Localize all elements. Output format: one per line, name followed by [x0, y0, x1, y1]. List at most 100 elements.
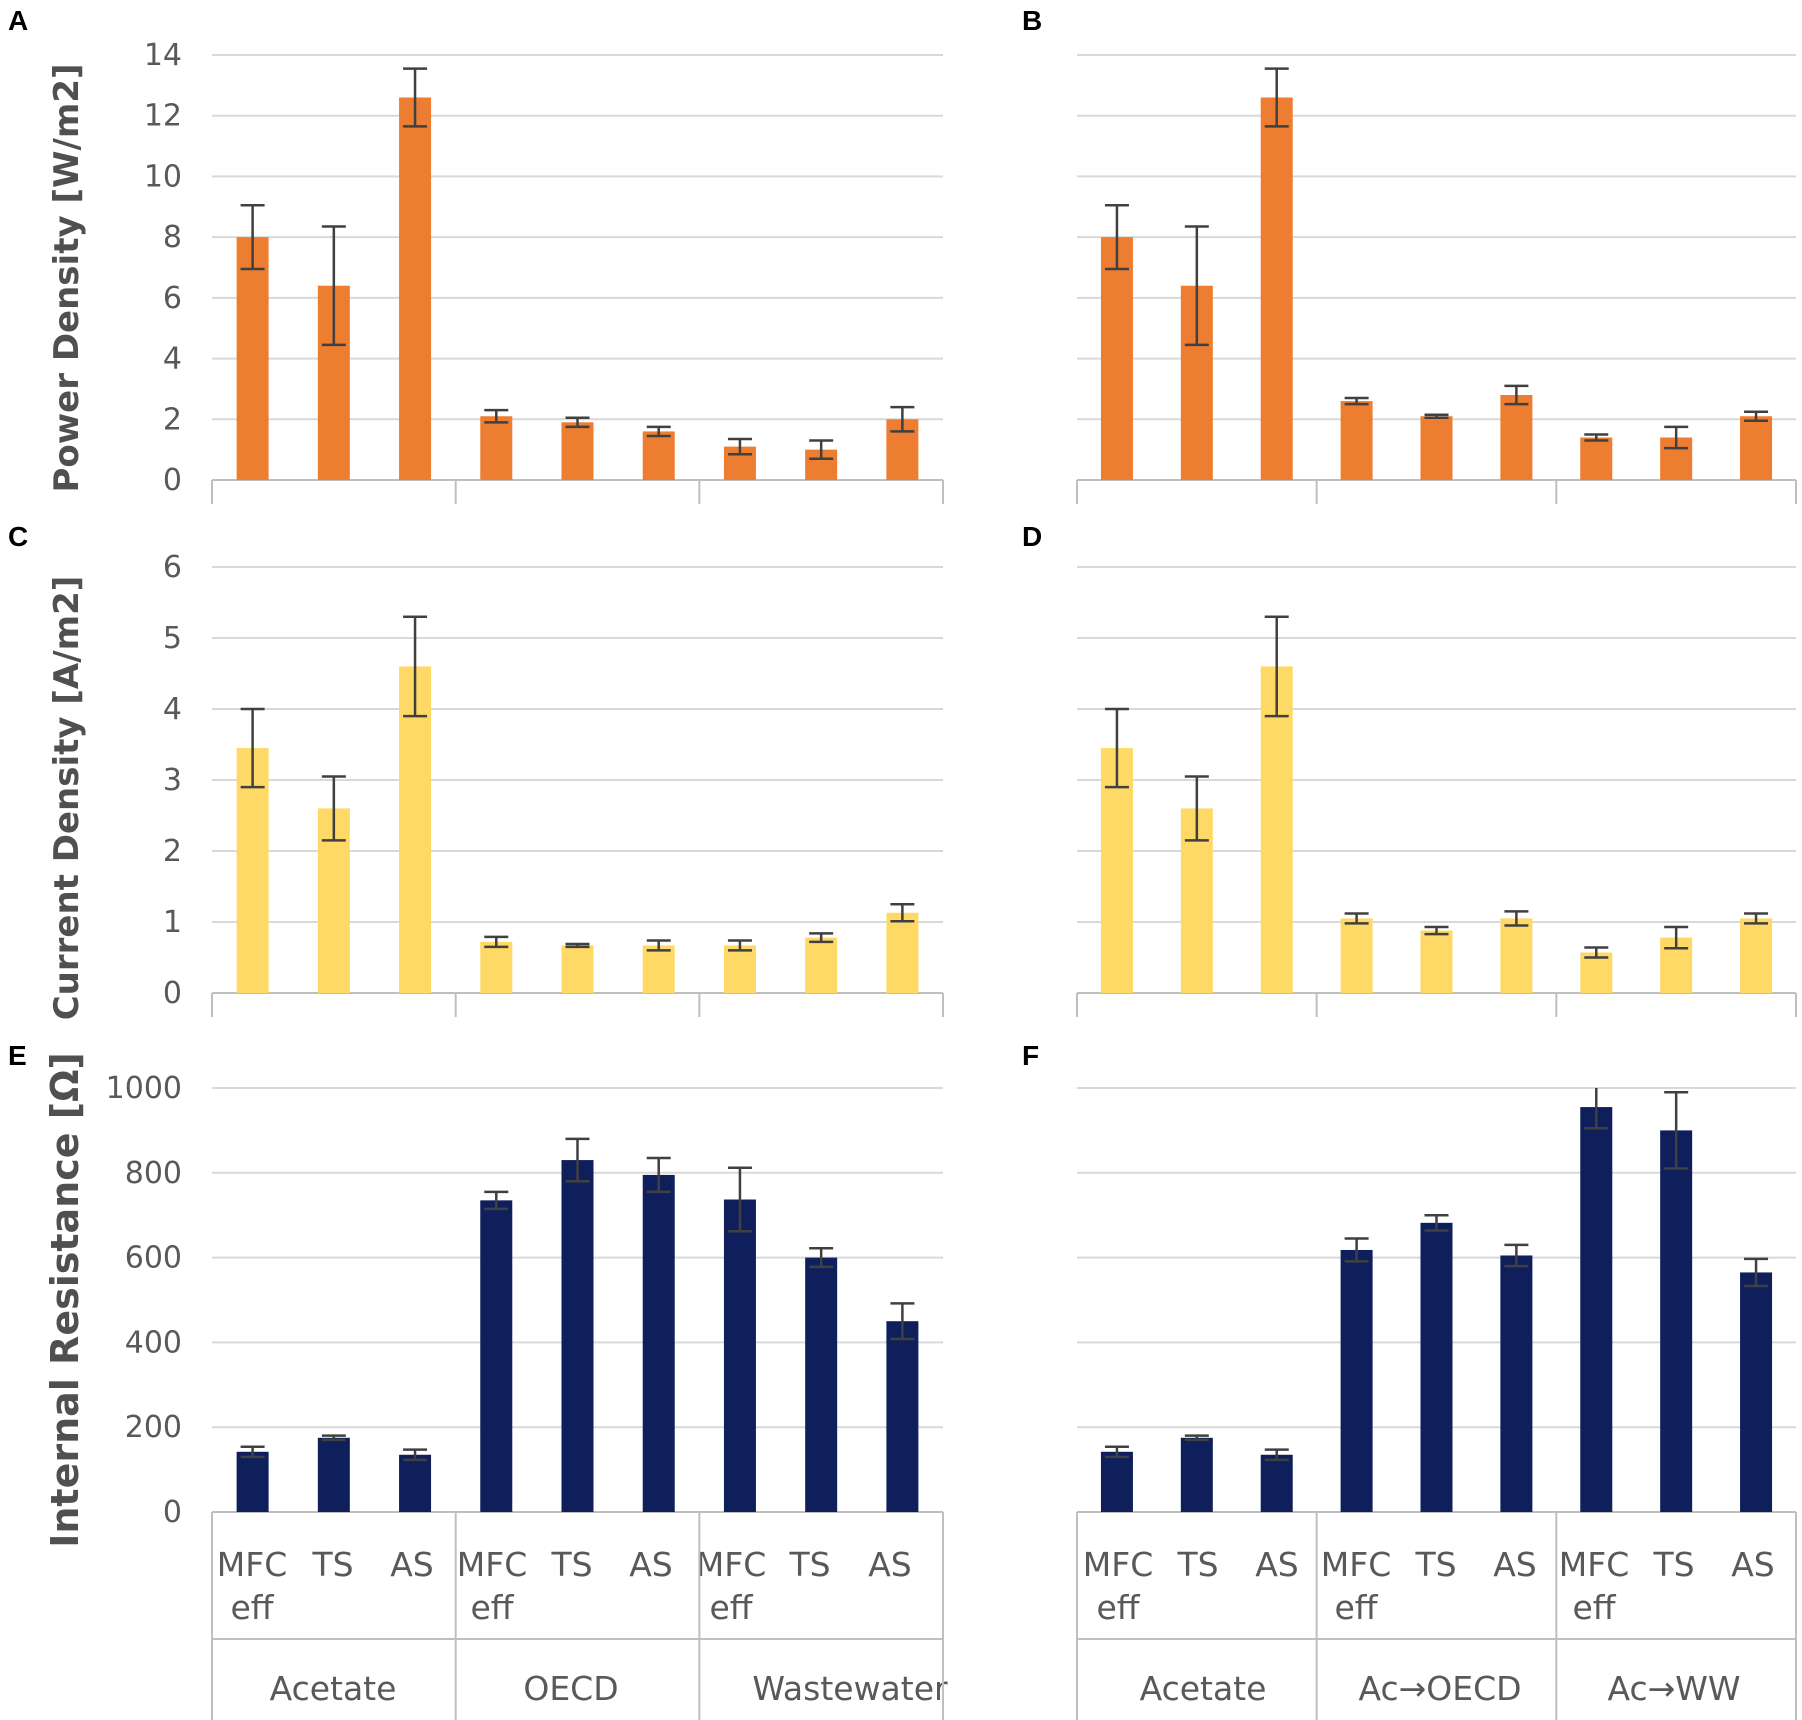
- y-axis-label-power: Power Density [W/m2]: [47, 63, 87, 492]
- bar: [1580, 1107, 1613, 1512]
- error-bar: [403, 1448, 428, 1462]
- y-tick-label: 2: [163, 834, 182, 869]
- panel-letter-e: E: [8, 1040, 27, 1071]
- category-label: AS: [390, 1545, 434, 1584]
- category-label: MFC eff: [1559, 1545, 1630, 1627]
- category-label: AS: [629, 1545, 673, 1584]
- error-bar: [727, 939, 752, 952]
- category-labels-e: MFC eff TS AS MFC eff TS AS MFC eff TS AS: [217, 1545, 912, 1627]
- error-bar: [1664, 1090, 1689, 1170]
- bar: [480, 416, 513, 480]
- y-tick-label: 400: [125, 1325, 182, 1360]
- category-label: MFC eff: [457, 1545, 528, 1627]
- category-label: TS: [311, 1545, 353, 1584]
- error-bar: [727, 437, 752, 456]
- bar: [399, 97, 432, 480]
- error-bar: [484, 935, 509, 949]
- error-bar: [646, 1156, 671, 1194]
- bar: [317, 1437, 350, 1512]
- error-bar: [1424, 925, 1449, 936]
- bar: [1340, 401, 1373, 480]
- error-bar: [403, 615, 428, 718]
- bar: [1180, 1437, 1213, 1512]
- bar: [399, 1454, 432, 1512]
- error-bar: [240, 204, 265, 271]
- y-tick-label: 0: [163, 1495, 182, 1530]
- category-label: AS: [1493, 1545, 1537, 1584]
- error-bar: [1504, 384, 1529, 406]
- bar: [1340, 918, 1373, 993]
- bar: [1740, 918, 1773, 993]
- bar: [561, 1160, 594, 1512]
- y-tick-label: 4: [163, 692, 182, 727]
- category-label: MFC eff: [696, 1545, 767, 1627]
- category-labels-f: MFC eff TS AS MFC eff TS AS MFC eff TS AS: [1083, 1545, 1775, 1627]
- error-bar: [321, 225, 346, 347]
- bar: [1580, 437, 1613, 480]
- error-bar: [1744, 912, 1769, 925]
- bar: [1260, 1454, 1293, 1512]
- bar: [1100, 748, 1133, 993]
- error-bar: [1744, 1257, 1769, 1288]
- error-bar: [1584, 946, 1609, 959]
- error-bar: [240, 707, 265, 789]
- bar: [1420, 416, 1453, 480]
- bar: [561, 422, 594, 480]
- y-tick-label: 1000: [106, 1071, 182, 1106]
- error-bar: [1184, 225, 1209, 347]
- category-label: AS: [1731, 1545, 1775, 1584]
- bar: [480, 941, 513, 993]
- group-label-left-3: Wastewater: [752, 1669, 948, 1708]
- panel-letter-d: D: [1022, 521, 1042, 552]
- category-label: TS: [788, 1545, 830, 1584]
- error-bar: [1664, 425, 1689, 450]
- error-bar: [1504, 1243, 1529, 1268]
- y-tick-label: 0: [163, 976, 182, 1011]
- bar: [642, 431, 675, 480]
- bar: [1260, 666, 1293, 993]
- panel-letter-f: F: [1022, 1040, 1039, 1071]
- bar: [561, 945, 594, 993]
- y-axis-label-resistance: Internal Resistance [Ω]: [43, 1052, 87, 1548]
- chart-panel-d: [1076, 566, 1797, 1017]
- error-bar: [1424, 1213, 1449, 1232]
- error-bar: [1104, 204, 1129, 271]
- bar: [1100, 237, 1133, 480]
- y-tick-label: 2: [163, 402, 182, 437]
- y-tick-label: 1: [163, 905, 182, 940]
- error-bar: [321, 775, 346, 842]
- bar: [236, 748, 269, 993]
- y-tick-label: 8: [163, 220, 182, 255]
- error-bar: [1344, 1237, 1369, 1263]
- bar: [1660, 1130, 1693, 1512]
- error-bar: [565, 1137, 590, 1183]
- panel-letter-b: B: [1022, 5, 1042, 36]
- category-label: AS: [868, 1545, 912, 1584]
- error-bar: [1344, 396, 1369, 406]
- error-bar: [1104, 707, 1129, 789]
- group-label-left-2: OECD: [523, 1669, 618, 1708]
- chart-panel-a: 0 2 4 6 8 10 12 14: [144, 38, 944, 504]
- error-bar: [890, 405, 915, 433]
- bar: [1340, 1249, 1373, 1512]
- y-tick-label: 4: [163, 342, 182, 377]
- y-tick-label: 5: [163, 621, 182, 656]
- bar: [805, 937, 838, 993]
- error-bar: [484, 1190, 509, 1211]
- error-bar: [646, 939, 671, 952]
- error-bar: [240, 1445, 265, 1459]
- y-tick-label: 600: [125, 1241, 182, 1276]
- category-label: TS: [1414, 1545, 1456, 1584]
- category-label: TS: [1652, 1545, 1694, 1584]
- error-bar: [1744, 410, 1769, 423]
- y-axis-label-current: Current Density [A/m2]: [47, 576, 87, 1021]
- bar: [480, 1200, 513, 1512]
- error-bar: [1584, 1088, 1609, 1130]
- bar: [1500, 395, 1533, 480]
- error-bar: [1184, 1434, 1209, 1442]
- bar: [886, 1321, 919, 1512]
- chart-panel-c: 0 1 2 3 4 5 6: [163, 550, 944, 1017]
- group-label-left-1: Acetate: [270, 1669, 397, 1708]
- group-label-right-1: Acetate: [1140, 1669, 1267, 1708]
